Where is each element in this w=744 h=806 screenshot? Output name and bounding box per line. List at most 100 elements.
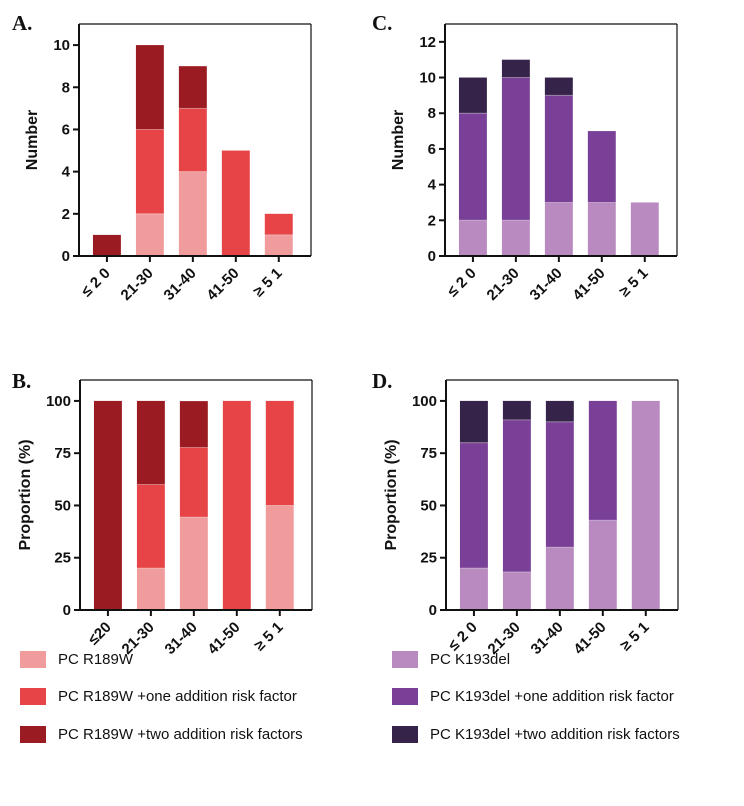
x-tick-label: ≥ 5 1 bbox=[616, 265, 652, 301]
y-tick-label: 10 bbox=[53, 37, 70, 54]
legend-item: PC R189W +two addition risk factors bbox=[20, 726, 303, 743]
legend-item: PC K193del bbox=[392, 651, 510, 668]
y-tick-label: 75 bbox=[54, 445, 71, 462]
y-tick-label: 0 bbox=[62, 248, 70, 265]
bar-segment bbox=[588, 400, 617, 521]
y-tick-label: 2 bbox=[428, 212, 436, 229]
bar-segment bbox=[221, 150, 250, 256]
bar-segment bbox=[630, 202, 659, 256]
x-tick-label: ≤ 2 0 bbox=[78, 265, 114, 301]
x-tick-label: 41-50 bbox=[204, 619, 243, 658]
x-tick-label: 31-40 bbox=[527, 265, 566, 304]
bar-segment bbox=[179, 517, 208, 610]
bar-segment bbox=[93, 400, 122, 610]
y-tick-label: 100 bbox=[412, 393, 437, 410]
x-tick-label: ≥ 5 1 bbox=[251, 619, 287, 655]
panel-d: D.≤ 2 0 21-30 31-40 41-50 ≥ 5 10255075100Pro… bbox=[372, 369, 679, 658]
y-tick-label: 8 bbox=[428, 105, 436, 122]
y-axis-label: Number bbox=[390, 110, 407, 170]
y-tick-label: 12 bbox=[419, 34, 436, 51]
x-tick-label: 31-40 bbox=[162, 619, 201, 658]
y-tick-label: 6 bbox=[428, 141, 436, 158]
legend-swatch bbox=[20, 651, 46, 668]
bar-segment bbox=[136, 484, 165, 569]
bar-segment bbox=[458, 220, 487, 256]
y-tick-label: 0 bbox=[63, 602, 71, 619]
y-tick-label: 2 bbox=[62, 206, 70, 223]
y-tick-label: 0 bbox=[429, 602, 437, 619]
bar-segment bbox=[587, 202, 616, 256]
y-tick-label: 50 bbox=[420, 497, 437, 514]
x-tick-label: 41-50 bbox=[203, 265, 242, 304]
bar-segment bbox=[458, 113, 487, 221]
x-tick-label: ≤ 2 0 bbox=[444, 265, 480, 301]
bar-segment bbox=[502, 400, 531, 420]
legend-item: PC K193del +two addition risk factors bbox=[392, 726, 680, 743]
legend-swatch bbox=[392, 726, 418, 743]
y-tick-label: 75 bbox=[420, 445, 437, 462]
x-tick-label: 41-50 bbox=[570, 619, 609, 658]
legend-label: PC R189W +two addition risk factors bbox=[58, 726, 303, 743]
bar-segment bbox=[135, 213, 164, 256]
legend-swatch bbox=[20, 726, 46, 743]
bar-segment bbox=[501, 59, 530, 78]
y-tick-label: 0 bbox=[428, 248, 436, 265]
legend-label: PC R189W +one addition risk factor bbox=[58, 688, 297, 705]
legend-label: PC K193del bbox=[430, 651, 511, 668]
bar-segment bbox=[178, 108, 207, 172]
panel-a: A. ≤ 2 0 21-30 31-40 41-50 ≥ 5 1 0 2 4 6 8 10 Number bbox=[12, 11, 312, 304]
bar-segment bbox=[136, 568, 165, 610]
bar-segment bbox=[178, 66, 207, 109]
y-tick-label: 4 bbox=[62, 164, 71, 181]
x-tick-label: 31-40 bbox=[161, 265, 200, 304]
y-tick-label: 50 bbox=[54, 497, 71, 514]
bar-segment bbox=[544, 95, 573, 203]
x-tick-label: 31-40 bbox=[528, 619, 567, 658]
bar-segment bbox=[545, 547, 574, 610]
panel-label: B. bbox=[12, 369, 31, 393]
bar-segment bbox=[222, 400, 251, 610]
y-tick-label: 10 bbox=[419, 70, 436, 87]
panel-label: A. bbox=[12, 11, 32, 35]
bar-segment bbox=[264, 213, 293, 235]
y-tick-label: 6 bbox=[62, 121, 70, 138]
x-tick-label: ≤ 2 0 bbox=[445, 619, 481, 655]
panel-b: B.≤20 21-30 31-40 41-50 ≥ 5 10255075100Propo… bbox=[12, 369, 313, 658]
panel-label: C. bbox=[372, 11, 392, 35]
y-axis-label: Proportion (%) bbox=[383, 439, 400, 550]
x-tick-label: 41-50 bbox=[569, 265, 608, 304]
bar-segment bbox=[544, 202, 573, 256]
bar-segment bbox=[458, 77, 487, 114]
bar-segment bbox=[501, 77, 530, 221]
legend-swatch bbox=[392, 651, 418, 668]
y-tick-label: 100 bbox=[46, 393, 71, 410]
x-tick-label: ≤20 bbox=[85, 619, 115, 649]
bar-segment bbox=[264, 234, 293, 256]
y-axis-label: Proportion (%) bbox=[17, 439, 34, 550]
bar-segment bbox=[459, 400, 488, 443]
y-tick-label: 25 bbox=[420, 550, 437, 567]
bar-segment bbox=[178, 171, 207, 256]
bar-segment bbox=[545, 400, 574, 422]
legend-item: PC K193del +one addition risk factor bbox=[392, 688, 674, 705]
x-tick-label: ≥ 5 1 bbox=[250, 265, 286, 301]
legend-label: PC K193del +one addition risk factor bbox=[430, 688, 674, 705]
bar-segment bbox=[588, 520, 617, 610]
bar-segment bbox=[459, 442, 488, 569]
panel-c: C. ≤ 2 0 21-30 31-40 41-50 ≥ 5 1 0 2 4 6 8 10 12 Numb… bbox=[372, 11, 678, 304]
x-tick-label: 21-30 bbox=[484, 265, 523, 304]
bar-segment bbox=[265, 400, 294, 506]
legend-swatch bbox=[392, 688, 418, 705]
bar-segment bbox=[135, 129, 164, 214]
x-tick-label: 21-30 bbox=[118, 265, 157, 304]
bar-segment bbox=[135, 45, 164, 130]
bar-segment bbox=[459, 568, 488, 610]
legend-item: PC R189W +one addition risk factor bbox=[20, 688, 297, 705]
bar-segment bbox=[179, 447, 208, 518]
bar-segment bbox=[179, 401, 208, 448]
bar-segment bbox=[502, 571, 531, 610]
bar-segment bbox=[502, 419, 531, 572]
bar-segment bbox=[136, 400, 165, 485]
